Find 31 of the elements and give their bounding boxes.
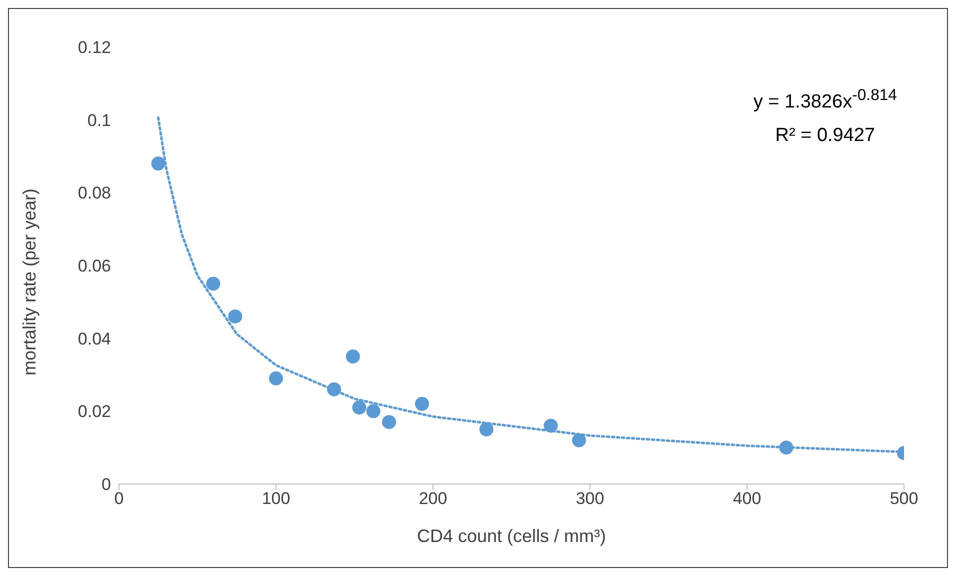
x-tick-label: 200 — [418, 489, 448, 508]
point — [415, 396, 430, 411]
x-tick-label: 100 — [262, 489, 290, 508]
y-axis-title: mortality rate (per year) — [19, 188, 40, 376]
point — [572, 433, 586, 448]
x-axis-title: CD4 count (cells / mm³) — [416, 526, 606, 546]
x-tick-label: 0 — [114, 489, 124, 508]
annotation: y = 1.3826x$^{-0.814}$ — [753, 86, 897, 114]
y-tick-label: 0.04 — [78, 329, 111, 348]
annotation: R² = 0.9427 — [774, 124, 876, 148]
x-tick-label: 300 — [576, 489, 604, 508]
y-tick-label: 0.06 — [78, 256, 111, 276]
point — [228, 309, 242, 324]
y-tick-label: 0.02 — [78, 402, 111, 422]
point — [327, 382, 342, 396]
point — [479, 422, 494, 436]
point — [206, 276, 220, 291]
point — [779, 440, 794, 455]
y-tick-label: 0.1 — [87, 110, 111, 130]
point — [269, 371, 283, 386]
y-tick-label: 0.08 — [78, 184, 111, 203]
point — [382, 415, 396, 430]
point — [544, 418, 558, 433]
y-tick-label: 0 — [102, 475, 111, 494]
x-tick-label: 400 — [732, 489, 762, 508]
point — [366, 404, 380, 418]
point — [346, 350, 360, 364]
x-tick-label: 500 — [890, 489, 918, 508]
y-tick-label: 0.12 — [78, 38, 111, 58]
point — [352, 400, 366, 415]
point — [151, 156, 166, 171]
